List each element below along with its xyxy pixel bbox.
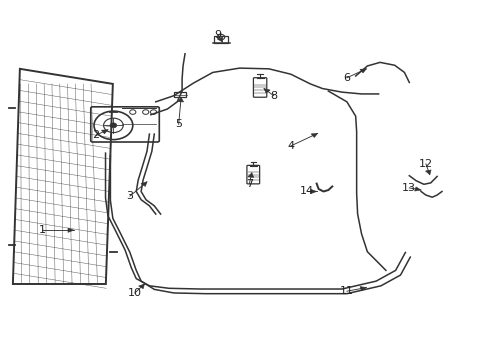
Polygon shape: [310, 134, 317, 138]
Text: 5: 5: [175, 120, 182, 129]
Text: 3: 3: [126, 191, 133, 201]
Polygon shape: [217, 37, 222, 42]
Circle shape: [110, 123, 117, 128]
Polygon shape: [425, 170, 430, 175]
Polygon shape: [101, 130, 108, 134]
Text: 14: 14: [299, 186, 313, 197]
Text: 13: 13: [402, 183, 415, 193]
Text: 8: 8: [270, 91, 277, 101]
Text: 10: 10: [127, 288, 142, 298]
Polygon shape: [178, 98, 183, 102]
Text: 7: 7: [245, 179, 252, 189]
Text: 4: 4: [286, 141, 294, 151]
Text: 9: 9: [214, 30, 221, 40]
Text: 6: 6: [343, 73, 350, 83]
Polygon shape: [359, 69, 366, 73]
Text: 12: 12: [418, 159, 432, 169]
Polygon shape: [359, 287, 366, 291]
Text: 1: 1: [39, 225, 45, 235]
Polygon shape: [414, 187, 420, 191]
Bar: [173, 92, 186, 97]
Bar: [213, 36, 228, 43]
Polygon shape: [138, 284, 144, 289]
Text: 2: 2: [92, 130, 99, 140]
Polygon shape: [264, 89, 270, 93]
Polygon shape: [247, 173, 253, 177]
Text: 11: 11: [339, 286, 353, 296]
Polygon shape: [68, 228, 74, 232]
Polygon shape: [141, 182, 147, 186]
Polygon shape: [310, 189, 316, 194]
